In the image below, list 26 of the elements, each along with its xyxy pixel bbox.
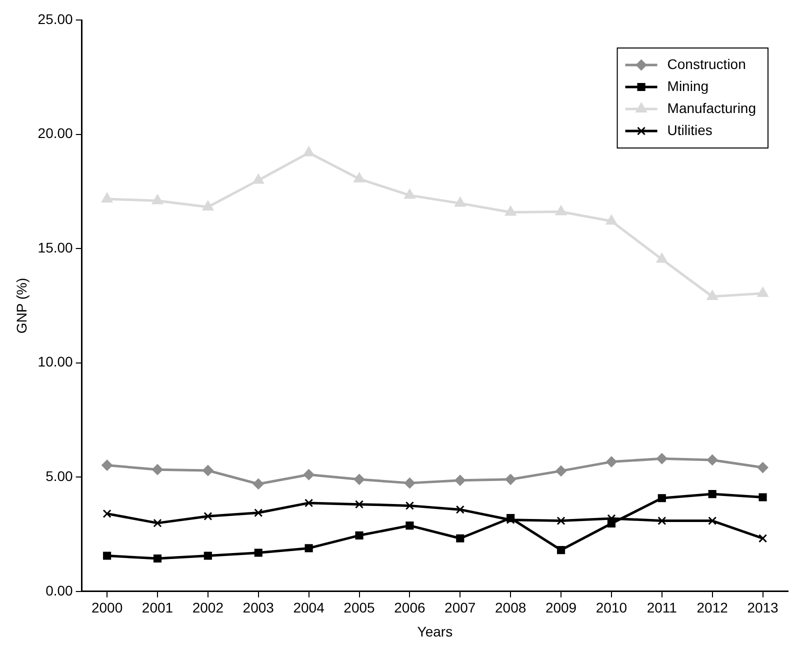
x-tick-label: 2002 [192,600,224,616]
y-tick-label: 0.00 [46,582,74,598]
x-tick-label: 2001 [142,600,174,616]
x-tick-label: 2005 [344,600,376,616]
x-tick-label: 2009 [545,600,577,616]
legend-label: Utilities [667,122,712,138]
y-tick-label: 25.00 [38,10,74,27]
x-tick-label: 2004 [293,600,325,616]
x-tick-label: 2010 [596,600,628,616]
y-tick-label: 20.00 [38,125,74,142]
x-tick-label: 2012 [696,600,728,616]
x-axis-title: Years [417,623,453,640]
y-tick-label: 15.00 [38,239,74,256]
y-axis-title: GNP (%) [13,278,30,334]
x-tick-label: 2007 [444,600,476,616]
x-tick-label: 2006 [394,600,426,616]
legend-label: Mining [667,78,709,94]
legend-label: Construction [667,56,746,72]
x-tick-label: 2011 [646,600,678,616]
x-tick-label: 2013 [747,600,779,616]
x-tick-label: 2008 [495,600,526,616]
y-tick-label: 10.00 [38,354,74,370]
x-tick-label: 2000 [91,600,123,616]
y-tick-label: 5.00 [46,468,74,484]
x-tick-label: 2003 [242,600,274,616]
legend-label: Manufacturing [667,100,756,116]
